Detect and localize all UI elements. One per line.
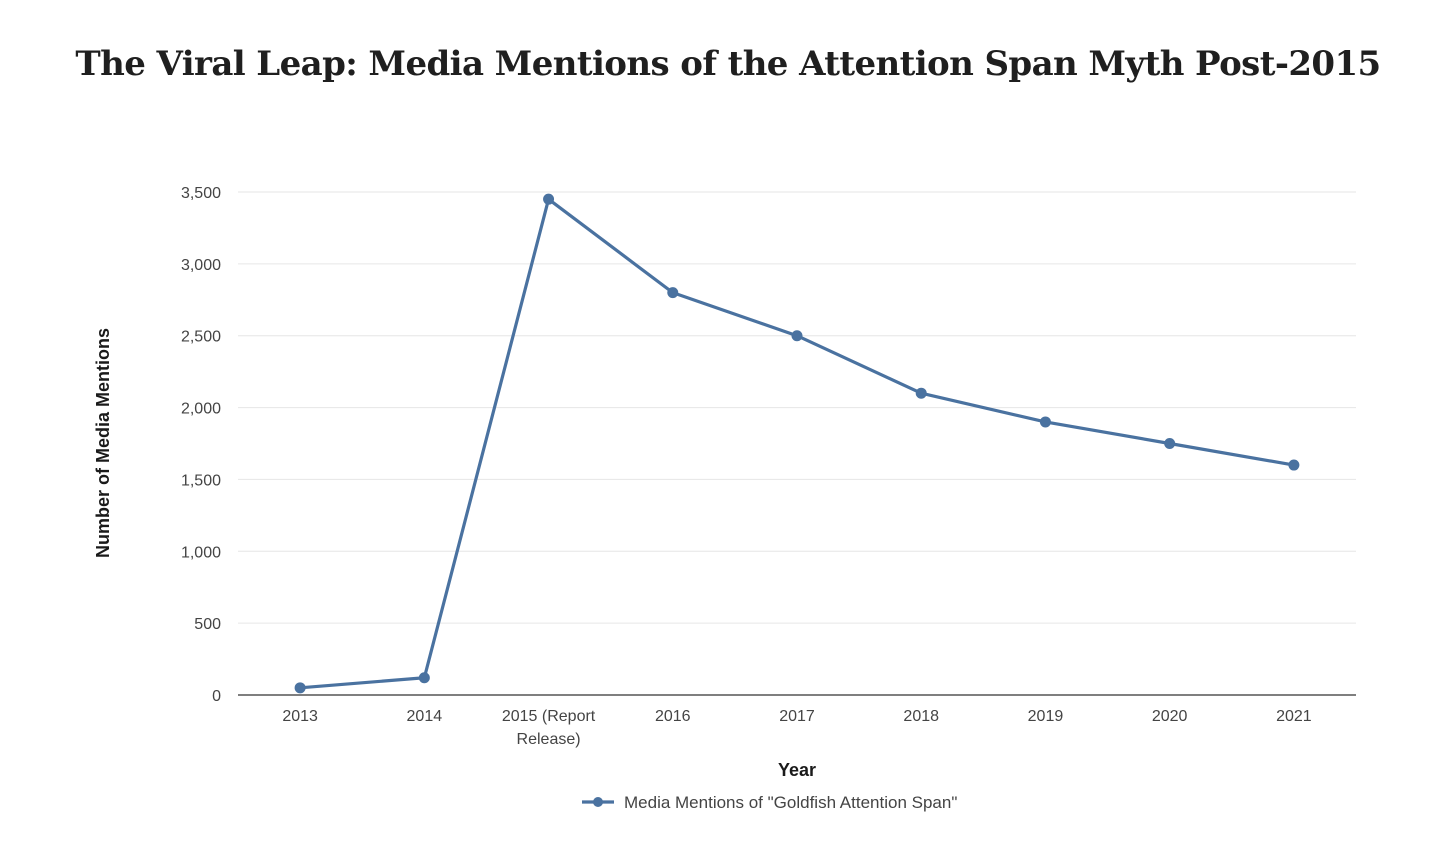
y-tick-label: 3,000 [181,257,221,274]
data-point [1039,416,1051,428]
grid-lines [238,191,1356,624]
legend-marker-icon [593,797,603,807]
y-axis-ticks: 0 500 1,000 1,500 2,000 2,500 3,000 3,500 [181,185,221,705]
chart-title: The Viral Leap: Media Mentions of the At… [75,44,1381,84]
x-tick-label: 2016 [655,708,691,725]
y-axis-title: Number of Media Mentions [93,328,113,558]
data-point [915,387,927,399]
series-line [298,197,1296,690]
series-layer [294,193,1300,694]
x-tick-label: 2018 [903,708,939,725]
y-tick-label: 2,500 [181,329,221,346]
x-tick-label: 2021 [1276,708,1312,725]
legend-label: Media Mentions of "Goldfish Attention Sp… [624,793,957,812]
x-tick-label: 2017 [779,708,815,725]
x-tick-label: 2019 [1028,708,1064,725]
data-point [791,330,803,342]
x-tick-label: 2020 [1152,708,1188,725]
x-tick-label: 2013 [282,708,318,725]
data-point [667,287,679,299]
x-axis-ticks: 2013 2014 2015 (Report Release) 2016 2017 2018… [282,708,1311,748]
x-axis-title: Year [778,760,816,780]
data-point [1288,459,1300,471]
x-tick-label: 2015 (Report Release) [502,708,596,748]
y-tick-label: 1,500 [181,472,221,489]
data-point [1164,438,1176,449]
y-tick-label: 500 [194,616,221,633]
y-tick-label: 0 [212,688,221,705]
data-point [294,682,306,694]
data-point [418,672,430,684]
y-tick-label: 1,000 [181,544,221,561]
legend[interactable]: Media Mentions of "Goldfish Attention Sp… [582,793,957,812]
y-tick-label: 2,000 [181,401,221,418]
data-point [543,193,555,205]
y-tick-label: 3,500 [181,185,221,202]
x-tick-label: 2014 [407,708,443,725]
